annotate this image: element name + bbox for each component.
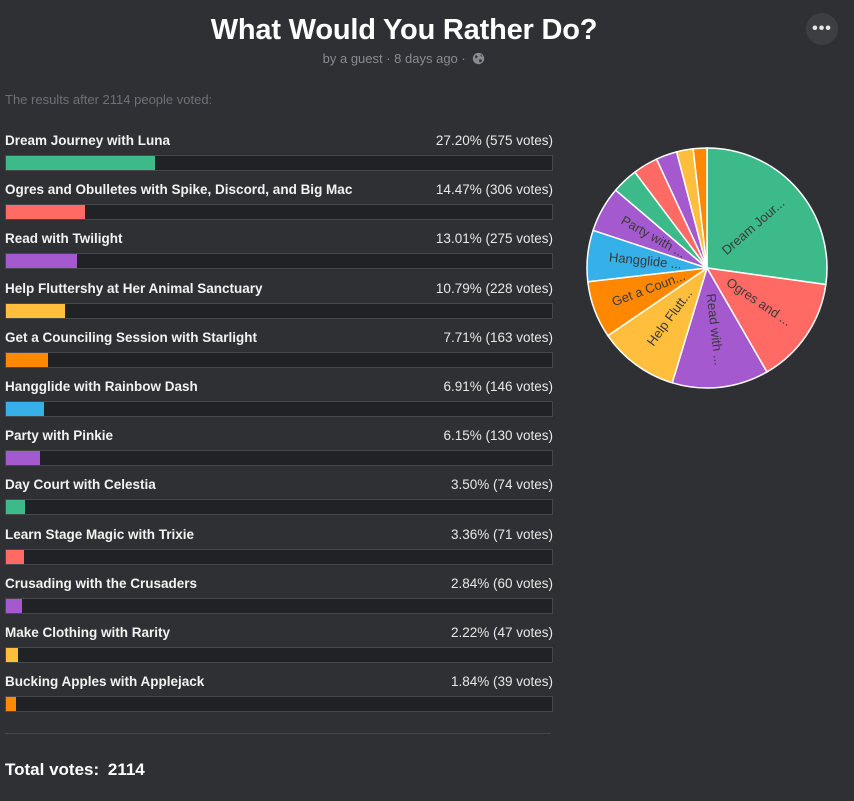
pie-slice[interactable] (692, 147, 708, 269)
result-row: Crusading with the Crusaders 2.84% (60 vo… (5, 576, 553, 625)
pie-slice[interactable] (671, 266, 768, 389)
result-stat: 27.20% (575 votes) (435, 133, 553, 148)
result-row: Hangglide with Rainbow Dash 6.91% (146 vo… (5, 379, 553, 428)
results-list: Dream Journey with Luna 27.20% (575 votes… (5, 133, 553, 723)
result-stat: 14.47% (306 votes) (435, 182, 553, 198)
result-label: Ogres and Obulletes with Spike, Discord,… (5, 182, 353, 198)
pie-slice[interactable] (606, 266, 709, 384)
ellipsis-icon: ••• (812, 20, 832, 37)
result-bar-track (5, 597, 553, 614)
result-label: Help Fluttershy at Her Animal Sanctuary (5, 280, 263, 296)
globe-icon (473, 52, 485, 65)
poll-title: What Would You Rather Do? (210, 14, 598, 46)
result-label: Get a Counciling Session with Starlight (5, 329, 258, 345)
result-row: Learn Stage Magic with Trixie 3.36% (71 v… (5, 527, 553, 576)
total-votes: Total votes: 2114 (5, 760, 145, 780)
result-bar-track (5, 253, 553, 270)
pie-slice[interactable] (706, 147, 828, 286)
result-stat: 2.22% (47 votes) (450, 624, 553, 640)
result-label: Day Court with Celestia (5, 477, 156, 493)
result-stat: 2.84% (60 votes) (450, 575, 553, 591)
result-row: Day Court with Celestia 3.50% (74 votes) (5, 477, 553, 526)
result-bar-track (5, 302, 553, 319)
result-bar-track (5, 155, 553, 171)
result-stat: 6.91% (146 votes) (443, 378, 553, 394)
total-votes-label: Total votes: (5, 760, 100, 779)
result-row: Make Clothing with Rarity 2.22% (47 votes… (5, 625, 553, 674)
poll-meta: by a guest · 8 days ago · (0, 51, 808, 66)
poll-meta-text: by a guest · 8 days ago · (322, 51, 466, 66)
result-bar-fill (6, 303, 65, 318)
result-label: Make Clothing with Rarity (5, 624, 171, 640)
result-row: Dream Journey with Luna 27.20% (575 votes… (5, 133, 553, 182)
more-options-button[interactable]: ••• (806, 13, 838, 45)
result-stat: 10.79% (228 votes) (435, 280, 553, 296)
result-stat: 6.15% (130 votes) (443, 428, 553, 444)
result-stat: 3.36% (71 votes) (450, 526, 553, 542)
result-bar-fill (6, 549, 25, 564)
results-intro: The results after 2114 people voted: (5, 92, 213, 107)
result-bar-fill (6, 500, 26, 515)
result-label: Learn Stage Magic with Trixie (5, 526, 195, 542)
result-label: Bucking Apples with Applejack (5, 674, 205, 690)
result-bar-fill (6, 697, 17, 712)
result-bar-track (5, 696, 553, 713)
result-bar-track (5, 548, 553, 565)
result-bar-fill (6, 352, 49, 367)
pie-slice[interactable] (705, 267, 827, 373)
result-label: Party with Pinkie (5, 428, 114, 444)
divider (5, 733, 551, 734)
result-row: Ogres and Obulletes with Spike, Discord,… (5, 182, 553, 231)
result-bar-fill (6, 647, 19, 662)
result-bar-fill (6, 205, 85, 220)
pie-chart: Dream Jour...Ogres and ...Read with ...H… (586, 147, 828, 389)
result-row: Bucking Apples with Applejack 1.84% (39 v… (5, 674, 553, 723)
result-bar-track (5, 204, 553, 221)
result-bar-fill (6, 254, 78, 269)
result-stat: 7.71% (163 votes) (443, 329, 553, 345)
result-bar-track (5, 450, 553, 467)
result-label: Crusading with the Crusaders (5, 575, 198, 591)
result-label: Hangglide with Rainbow Dash (5, 378, 198, 394)
result-bar-fill (6, 598, 22, 613)
result-bar-track (5, 400, 553, 417)
result-stat: 13.01% (275 votes) (435, 231, 553, 247)
result-stat: 1.84% (39 votes) (450, 674, 553, 690)
result-row: Get a Counciling Session with Starlight 7… (5, 330, 553, 379)
result-bar-fill (6, 401, 44, 416)
result-label: Read with Twilight (5, 231, 123, 247)
result-stat: 3.50% (74 votes) (450, 477, 553, 493)
result-row: Read with Twilight 13.01% (275 votes) (5, 231, 553, 280)
pie-slice-label: Hangglide ... (608, 249, 682, 271)
total-votes-value: 2114 (107, 760, 145, 779)
result-row: Party with Pinkie 6.15% (130 votes) (5, 428, 553, 477)
result-label: Dream Journey with Luna (5, 133, 171, 148)
result-bar-fill (6, 156, 155, 170)
result-bar-track (5, 646, 553, 663)
result-bar-track (5, 499, 553, 516)
result-bar-fill (6, 451, 40, 466)
result-bar-track (5, 351, 553, 368)
result-row: Help Fluttershy at Her Animal Sanctuary 1… (5, 281, 553, 330)
